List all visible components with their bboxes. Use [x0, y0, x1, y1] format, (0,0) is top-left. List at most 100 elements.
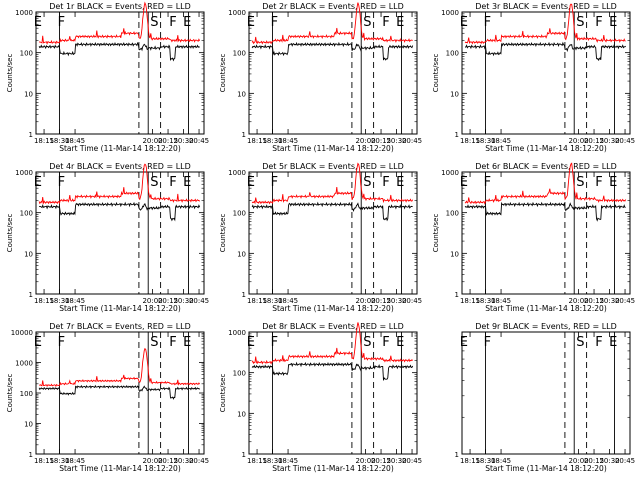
- panel-title: Det 8r BLACK = Events, RED = LLD: [262, 322, 404, 331]
- event-marker-label: F: [484, 15, 491, 30]
- y-tick-label: 10000: [11, 329, 33, 337]
- y-axis-label: Counts/sec: [6, 374, 14, 413]
- event-marker-label: F: [271, 335, 278, 350]
- x-tick-label: 20:15: [584, 297, 604, 305]
- x-tick-label: 18:30: [49, 457, 69, 465]
- event-marker-label: E: [247, 335, 255, 350]
- x-tick-label: 20:30: [173, 137, 193, 145]
- x-tick-label: 20:15: [371, 297, 391, 305]
- x-tick-label: 18:45: [278, 457, 298, 465]
- x-axis-label: Start Time (11-Mar-14 18:12:20): [59, 304, 181, 313]
- x-tick-label: 20:45: [615, 457, 635, 465]
- y-axis-label: Counts/sec: [432, 214, 440, 253]
- event-marker-label: E: [609, 335, 617, 350]
- x-tick-label: 20:00: [355, 457, 375, 465]
- lld-series-line: [251, 2, 413, 45]
- event-marker-label: S: [363, 15, 371, 30]
- x-tick-label: 18:30: [49, 137, 69, 145]
- y-axis-label: Counts/sec: [219, 54, 227, 93]
- y-axis-label: Counts/sec: [432, 54, 440, 93]
- x-tick-label: 20:15: [158, 137, 178, 145]
- x-tick-label: 18:15: [34, 137, 54, 145]
- x-tick-label: 20:30: [599, 297, 619, 305]
- panel-title: Det 2r BLACK = Events, RED = LLD: [262, 2, 404, 11]
- x-tick-label: 20:30: [386, 137, 406, 145]
- plot-frame: [35, 11, 205, 135]
- x-tick-label: 20:30: [386, 457, 406, 465]
- events-series-line: [251, 361, 414, 381]
- x-axis-label: Start Time (11-Mar-14 18:12:20): [272, 144, 394, 153]
- event-marker-label: E: [247, 175, 255, 190]
- plot-frame: [248, 331, 418, 455]
- event-marker-label: E: [460, 175, 468, 190]
- y-tick-label: 100: [233, 210, 246, 218]
- detector-panel: Det 8r BLACK = Events, RED = LLD 1 10 100 10…: [219, 322, 422, 473]
- y-tick-label: 1: [29, 451, 33, 459]
- event-marker-label: E: [34, 15, 42, 30]
- x-tick-label: 18:30: [262, 297, 282, 305]
- y-tick-label: 1000: [15, 360, 33, 368]
- y-tick-label: 10: [237, 90, 246, 98]
- event-marker-label: S: [363, 335, 371, 350]
- x-tick-label: 18:45: [491, 457, 511, 465]
- events-series-line: [464, 41, 626, 62]
- events-series-line: [38, 41, 200, 62]
- event-marker-label: S: [150, 15, 158, 30]
- detector-panel: Det 6r BLACK = Events, RED = LLD 1 10 100 10…: [432, 162, 635, 313]
- x-tick-label: 20:45: [189, 297, 209, 305]
- y-tick-label: 10: [24, 90, 33, 98]
- plot-frame: [35, 171, 205, 295]
- y-axis-label: Counts/sec: [219, 374, 227, 413]
- event-marker-label: F: [58, 175, 65, 190]
- panel-title: Det 6r BLACK = Events, RED = LLD: [475, 162, 617, 171]
- y-tick-label: 10: [450, 90, 459, 98]
- x-tick-label: 20:45: [402, 137, 422, 145]
- x-tick-label: 18:45: [65, 137, 85, 145]
- detector-panel: Det 4r BLACK = Events, RED = LLD 1 10 100 10…: [6, 162, 209, 313]
- x-tick-label: 18:45: [65, 457, 85, 465]
- x-tick-label: 18:15: [247, 457, 267, 465]
- panel-title: Det 9r BLACK = Events, RED = LLD: [475, 322, 617, 331]
- x-tick-label: 20:15: [584, 137, 604, 145]
- event-marker-label: E: [460, 335, 468, 350]
- y-tick-label: 1000: [441, 9, 459, 17]
- event-marker-label: S: [363, 175, 371, 190]
- x-tick-label: 20:15: [158, 297, 178, 305]
- x-tick-label: 20:45: [402, 457, 422, 465]
- event-marker-label: E: [396, 335, 404, 350]
- x-tick-label: 20:15: [371, 137, 391, 145]
- event-marker-label: F: [271, 175, 278, 190]
- event-marker-label: E: [183, 335, 191, 350]
- y-tick-label: 1: [29, 291, 33, 299]
- lld-series-line: [38, 347, 201, 387]
- plot-frame: [248, 171, 418, 295]
- y-tick-label: 100: [233, 370, 246, 378]
- x-tick-label: 20:00: [142, 137, 162, 145]
- detector-panel: Det 2r BLACK = Events, RED = LLD 1 10 100 10…: [219, 2, 422, 153]
- x-tick-label: 20:00: [568, 137, 588, 145]
- x-tick-label: 20:30: [599, 137, 619, 145]
- x-tick-label: 20:00: [142, 297, 162, 305]
- event-marker-label: F: [58, 15, 65, 30]
- x-axis-label: Start Time (11-Mar-14 18:12:20): [272, 464, 394, 473]
- event-marker-label: F: [595, 15, 602, 30]
- x-axis-label: Start Time (11-Mar-14 18:12:20): [485, 144, 607, 153]
- y-tick-label: 1000: [228, 169, 246, 177]
- x-tick-label: 20:45: [615, 297, 635, 305]
- x-tick-label: 20:00: [355, 137, 375, 145]
- y-tick-label: 100: [20, 50, 33, 58]
- events-series-line: [251, 201, 413, 222]
- event-marker-label: F: [484, 175, 491, 190]
- x-tick-label: 20:00: [142, 457, 162, 465]
- y-tick-label: 100: [446, 210, 459, 218]
- events-series-line: [251, 41, 414, 61]
- event-marker-label: F: [382, 335, 389, 350]
- event-marker-label: F: [382, 15, 389, 30]
- lld-series-line: [464, 162, 627, 205]
- event-marker-label: F: [58, 335, 65, 350]
- plot-frame: [461, 331, 631, 455]
- x-tick-label: 18:30: [475, 297, 495, 305]
- event-marker-label: E: [609, 15, 617, 30]
- y-tick-label: 100: [20, 390, 33, 398]
